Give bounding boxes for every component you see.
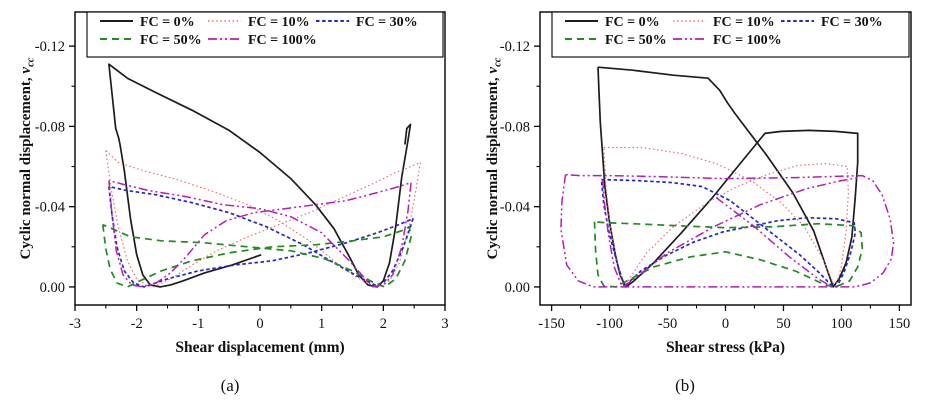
- series-fc-100-line: [601, 179, 624, 288]
- x-tick-label: 1: [318, 316, 325, 332]
- chart-a: -3 -2 -1 0 1 2 3 0.00 -0.04 -0.08 -0.12 FC = 0% FC =…: [18, 11, 449, 356]
- x-axis-title: Shear stress (kPa): [666, 339, 785, 356]
- y-tick-label: 0.00: [505, 280, 530, 296]
- x-tick-label: -150: [538, 316, 565, 332]
- caption-b: (b): [675, 376, 695, 395]
- y-tick-label: -0.08: [35, 119, 65, 135]
- x-tick-label: -2: [131, 316, 143, 332]
- y-tick-label: -0.08: [500, 119, 530, 135]
- series-fc-50-line: [593, 220, 864, 288]
- series-fc-10-line: [105, 150, 421, 288]
- x-tick-label: 3: [441, 316, 448, 332]
- y-tick-label: -0.12: [500, 39, 530, 55]
- y-tick-label: -0.04: [500, 200, 531, 216]
- x-tick-label: -1: [192, 316, 204, 332]
- series-fc-50-line: [101, 223, 412, 288]
- legend-label-fc-30: FC = 30%: [356, 15, 418, 30]
- x-tick-label: 50: [776, 316, 791, 332]
- x-tick-label: -100: [596, 316, 623, 332]
- legend-label-fc-30: FC = 30%: [821, 15, 883, 30]
- legend-label-fc-100: FC = 100%: [713, 33, 782, 48]
- x-tick-label: 0: [722, 316, 729, 332]
- y-tick-label: 0.00: [40, 280, 65, 296]
- series-fc-0-line: [108, 63, 412, 288]
- legend-box: [86, 11, 444, 58]
- legend-label-fc-50: FC = 50%: [140, 33, 202, 48]
- caption-a: (a): [220, 376, 240, 395]
- series-fc-100-line: [108, 179, 412, 288]
- legend-label-fc-0: FC = 0%: [605, 15, 660, 30]
- series-fc-10-line: [603, 146, 849, 288]
- y-tick-label: -0.12: [35, 39, 65, 55]
- series-fc-30-line: [600, 178, 857, 288]
- x-tick-label: 2: [380, 316, 387, 332]
- series-fc-100-line: [715, 197, 833, 288]
- x-tick-label: 150: [889, 316, 911, 332]
- legend-label-fc-10: FC = 10%: [248, 15, 310, 30]
- x-tick-label: -50: [658, 316, 677, 332]
- y-axis-title: Cyclic normal displacement, vcc: [18, 57, 37, 259]
- x-tick-label: 0: [256, 316, 263, 332]
- y-axis-title: Cyclic normal displacement, vcc: [485, 57, 504, 259]
- x-tick-label: -3: [69, 316, 81, 332]
- legend-box: [551, 11, 910, 58]
- x-axis-title: Shear displacement (mm): [175, 339, 344, 356]
- series-fc-30-line: [108, 185, 414, 288]
- legend-label-fc-100: FC = 100%: [248, 33, 317, 48]
- y-tick-label: -0.04: [35, 200, 66, 216]
- legend-label-fc-0: FC = 0%: [140, 15, 195, 30]
- legend-label-fc-10: FC = 10%: [713, 15, 775, 30]
- x-tick-label: 100: [831, 316, 853, 332]
- legend-label-fc-50: FC = 50%: [605, 33, 667, 48]
- chart-b: -150 -100 -50 0 50 100 150 0.00 -0.04 -0.08 -0.12 F…: [485, 11, 912, 356]
- series-fc-100-line: [623, 176, 859, 288]
